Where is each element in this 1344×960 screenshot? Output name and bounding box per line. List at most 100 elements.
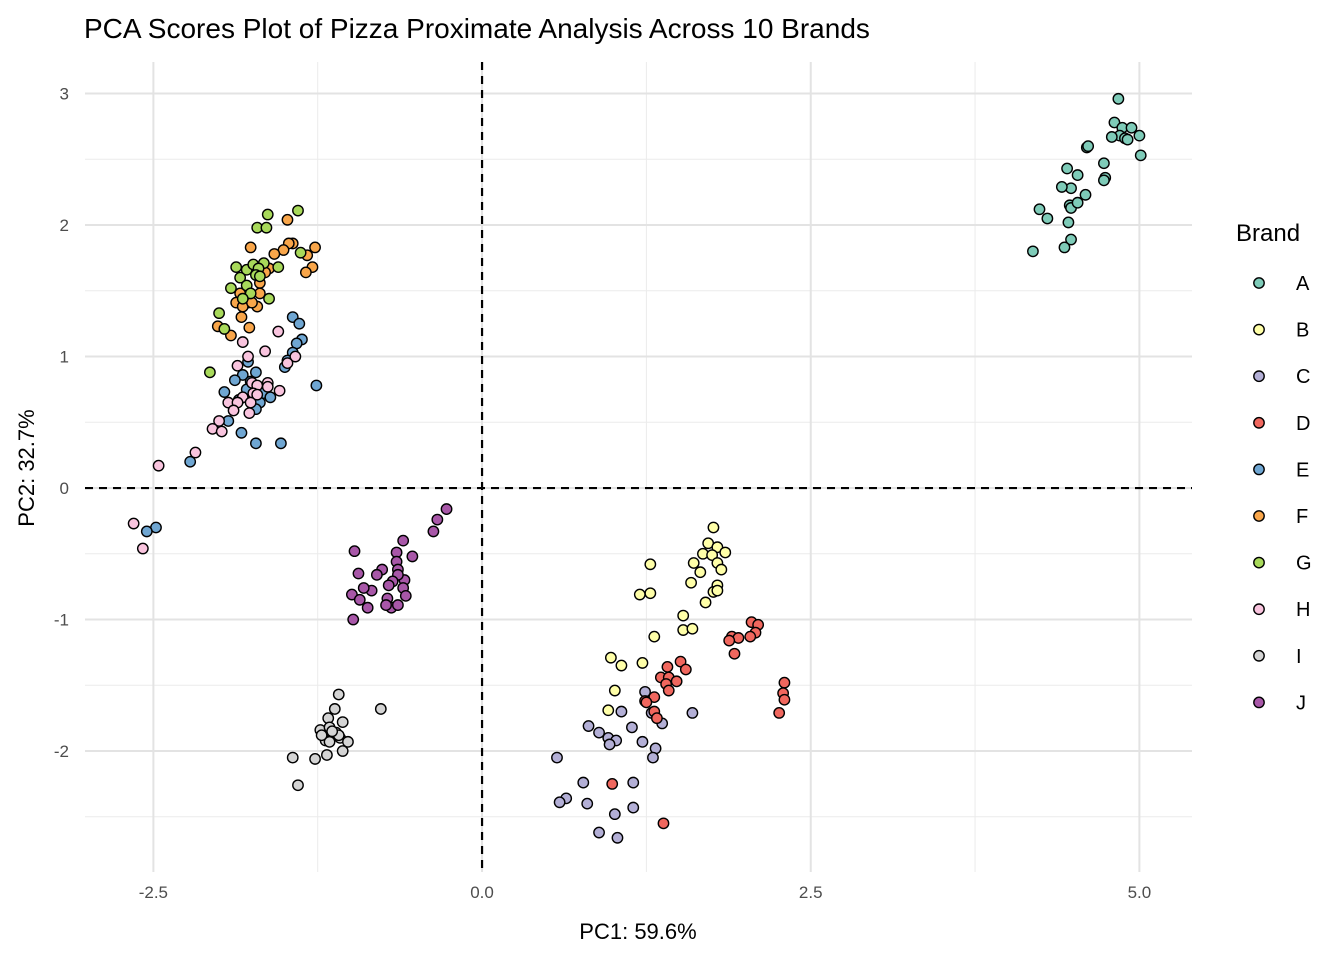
point-brand-i: [336, 716, 349, 728]
point-brand-c: [581, 797, 594, 810]
point-brand-a: [1071, 169, 1084, 181]
point-brand-a: [1061, 162, 1074, 175]
point-brand-h: [227, 404, 240, 417]
legend-label-f: F: [1296, 506, 1308, 528]
point-brand-a: [1079, 188, 1092, 201]
point-brand-i: [332, 688, 345, 701]
point-brand-e: [140, 525, 153, 538]
point-brand-j: [352, 567, 365, 580]
point-brand-i: [374, 703, 387, 715]
point-brand-i: [286, 751, 299, 764]
point-brand-g: [253, 270, 266, 283]
tick-labels: -2.5 0.0 2.5 5.0 -2 -1 0 1 2 3: [54, 85, 1151, 902]
point-brand-b: [604, 651, 617, 664]
point-brand-h: [243, 407, 256, 419]
point-brand-d: [744, 630, 757, 643]
point-brand-d: [674, 655, 687, 668]
point-brand-a: [1133, 129, 1146, 142]
point-brand-a: [1112, 92, 1125, 105]
point-brand-f: [243, 321, 256, 334]
point-brand-h: [189, 446, 202, 459]
point-brand-b: [602, 704, 615, 717]
point-brand-g: [230, 261, 243, 274]
point-brand-j: [382, 579, 395, 592]
point-brand-c: [577, 776, 590, 789]
point-brand-a: [1041, 212, 1054, 225]
point-brand-c: [636, 735, 649, 748]
point-brand-e: [264, 391, 277, 404]
point-brand-f: [235, 311, 248, 323]
point-brand-h: [136, 542, 149, 555]
point-brand-j: [347, 613, 360, 626]
point-brand-g: [272, 261, 285, 274]
point-brand-i: [328, 703, 341, 715]
legend-key-j: [1253, 696, 1265, 709]
point-brand-a: [1027, 245, 1039, 258]
point-brand-b: [677, 609, 690, 622]
point-brand-e: [236, 369, 249, 381]
point-brand-d: [723, 634, 736, 647]
point-brand-a: [1071, 196, 1084, 209]
x-tick-label: 2.5: [799, 883, 823, 902]
legend-label-d: D: [1296, 413, 1310, 435]
point-brand-e: [250, 366, 262, 379]
point-brand-g: [218, 323, 231, 335]
point-brand-c: [627, 776, 640, 789]
point-brand-j: [397, 534, 410, 547]
point-brand-a: [1062, 216, 1075, 229]
point-brand-b: [719, 546, 732, 559]
data-points: [127, 92, 1147, 844]
point-brand-g: [260, 221, 273, 234]
point-brand-g: [213, 307, 226, 320]
legend-key-i: [1253, 649, 1265, 662]
legend-label-j: J: [1296, 692, 1306, 714]
point-brand-c: [615, 705, 628, 718]
point-brand-f: [268, 248, 281, 260]
point-brand-j: [440, 503, 453, 515]
reference-lines: [85, 62, 1192, 872]
legend-key-g: [1253, 556, 1265, 569]
point-brand-f: [309, 241, 321, 254]
point-brand-g: [261, 208, 274, 221]
legend-label-b: B: [1296, 320, 1309, 342]
point-brand-c: [611, 831, 624, 844]
point-brand-c: [627, 801, 640, 814]
legend-key-c: [1253, 370, 1265, 383]
point-brand-a: [1108, 116, 1121, 129]
x-tick-label: -2.5: [139, 883, 168, 902]
point-brand-c: [553, 796, 566, 809]
point-brand-b: [711, 584, 724, 597]
y-tick-label: 1: [60, 348, 69, 367]
point-brand-h: [236, 336, 249, 348]
point-brand-d: [778, 676, 791, 689]
point-brand-b: [686, 622, 699, 635]
point-brand-h: [127, 517, 140, 530]
point-brand-a: [1134, 149, 1147, 162]
legend-label-e: E: [1296, 459, 1309, 481]
point-brand-i: [292, 779, 304, 792]
legend-key-b: [1253, 323, 1265, 336]
x-axis-label: PC1: 59.6%: [579, 919, 696, 944]
point-brand-b: [648, 630, 661, 643]
point-brand-a: [1121, 133, 1134, 146]
point-brand-b: [633, 588, 646, 601]
point-brand-g: [263, 292, 275, 305]
point-brand-e: [218, 386, 231, 398]
point-brand-d: [661, 660, 674, 673]
point-brand-d: [679, 663, 692, 676]
legend-key-a: [1253, 277, 1265, 289]
point-brand-g: [236, 292, 249, 305]
point-brand-a: [1098, 174, 1110, 187]
point-brand-d: [670, 675, 683, 688]
point-brand-j: [427, 525, 440, 538]
point-brand-h: [289, 350, 302, 363]
point-brand-b: [644, 558, 657, 571]
y-tick-label: 2: [60, 216, 69, 235]
point-brand-g: [234, 271, 247, 284]
point-brand-b: [706, 549, 719, 562]
point-brand-h: [152, 459, 165, 472]
point-brand-j: [406, 550, 419, 563]
legend-label-i: I: [1296, 646, 1302, 668]
point-brand-e: [184, 455, 197, 468]
point-brand-j: [353, 593, 366, 606]
